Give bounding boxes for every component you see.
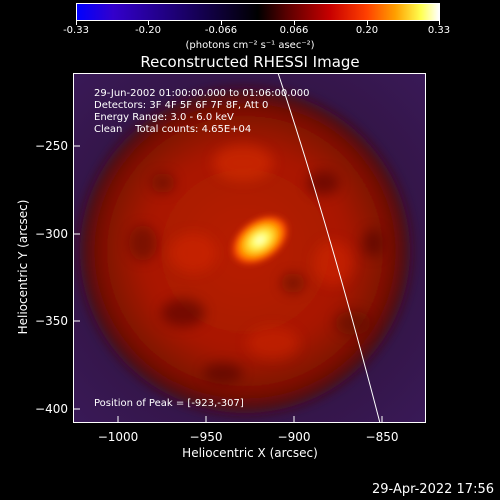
footer-date: 29-Apr-2022 17:56 [372,482,494,497]
x-tick-label: −850 [365,430,399,444]
y-tick-label: −250 [35,139,68,153]
colorbar-tick-label: -0.20 [135,25,161,36]
colorbar-tick [221,20,222,25]
colorbar-tick-label: 0.20 [355,25,379,36]
x-axis-label: Heliocentric X (arcsec) [182,446,318,460]
peak-position-text: Position of Peak = [-923,-307] [94,398,244,409]
y-tick-label: −400 [35,402,68,416]
disk-brightening [169,145,353,359]
x-tick-label: −1000 [97,430,139,444]
energy-range-text: Energy Range: 3.0 - 6.0 keV [94,112,234,123]
colorbar-tick [439,20,440,25]
y-axis-label: Heliocentric Y (arcsec) [16,199,30,335]
colorbar-tick-label: 0.33 [427,25,451,36]
colorbar-tick [148,20,149,25]
detectors-text: Detectors: 3F 4F 5F 6F 7F 8F, Att 0 [94,100,269,111]
flare-peak [229,213,291,267]
colorbar-tick-label: -0.066 [204,25,238,36]
x-tick-label: −900 [277,430,311,444]
x-tick-label: −950 [189,430,223,444]
clean-counts-text: Clean Total counts: 4.65E+04 [94,124,252,135]
colorbar-tick [294,20,295,25]
rhessi-image [73,73,426,423]
colorbar-tick-label: 0.066 [279,25,309,36]
colorbar-tick-label: -0.33 [63,25,89,36]
colorbar-tick [367,20,368,25]
time-range-text: 29-Jun-2002 01:00:00.000 to 01:06:00.000 [94,88,310,99]
solar-limb-line [277,73,381,423]
y-tick-label: −350 [35,314,68,328]
y-tick-label: −300 [35,227,68,241]
colorbar [76,3,440,21]
colorbar-units: (photons cm⁻² s⁻¹ asec⁻²) [185,40,315,51]
image-title: Reconstructed RHESSI Image [140,53,360,71]
colorbar-tick [76,20,77,25]
